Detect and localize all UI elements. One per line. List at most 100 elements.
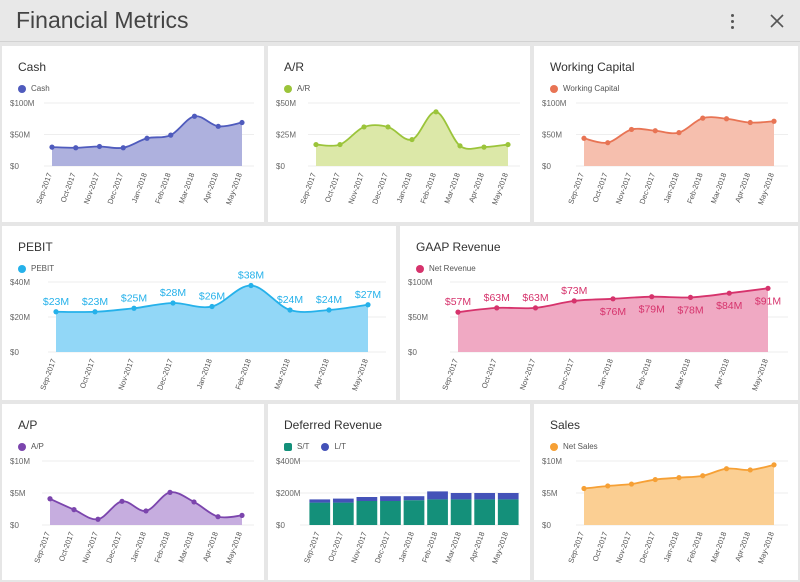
data-point[interactable]: [144, 135, 150, 141]
data-point[interactable]: [361, 124, 367, 130]
working-capital-panel[interactable]: Working Capital Working Capital $0 $50M $1…: [534, 46, 798, 222]
data-point[interactable]: [700, 473, 706, 479]
data-point[interactable]: [191, 499, 197, 505]
data-point[interactable]: [313, 141, 319, 148]
data-point[interactable]: [365, 302, 371, 308]
data-point[interactable]: [95, 516, 101, 522]
data-point[interactable]: [628, 481, 635, 487]
data-point[interactable]: [409, 136, 415, 143]
data-point[interactable]: [168, 132, 174, 138]
bar-lt[interactable]: [497, 493, 519, 500]
data-point[interactable]: [532, 305, 539, 311]
data-point[interactable]: [605, 140, 611, 146]
data-point[interactable]: [287, 307, 293, 313]
data-point[interactable]: [771, 462, 777, 468]
data-point[interactable]: [96, 143, 103, 150]
data-point[interactable]: [457, 143, 463, 149]
data-point[interactable]: [326, 307, 332, 313]
data-point[interactable]: [120, 145, 126, 151]
data-point[interactable]: [652, 128, 658, 134]
data-point[interactable]: [49, 144, 55, 150]
data-point[interactable]: [726, 290, 732, 296]
data-point[interactable]: [215, 123, 221, 129]
bar-st[interactable]: [332, 502, 354, 525]
bar-lt[interactable]: [332, 498, 354, 503]
data-point[interactable]: [494, 305, 500, 311]
x-tick-label: Mar-2018: [444, 531, 463, 564]
data-point[interactable]: [143, 508, 149, 514]
data-point[interactable]: [765, 285, 771, 291]
bar-st[interactable]: [497, 499, 519, 525]
data-point[interactable]: [723, 466, 730, 472]
x-tick-label: May-2018: [756, 531, 776, 565]
data-point[interactable]: [239, 119, 245, 126]
pebit-panel[interactable]: PEBIT PEBIT $0 $20M $40M $23M $23M $25M $28M $2…: [2, 226, 396, 400]
data-point[interactable]: [209, 303, 215, 310]
bar-st[interactable]: [450, 499, 472, 525]
close-button[interactable]: [766, 10, 788, 32]
data-point[interactable]: [505, 141, 511, 148]
data-point[interactable]: [771, 118, 777, 124]
data-point[interactable]: [131, 305, 137, 311]
data-point[interactable]: [652, 476, 658, 483]
data-point[interactable]: [191, 113, 198, 119]
data-point[interactable]: [167, 489, 173, 495]
data-point[interactable]: [571, 298, 577, 304]
data-point[interactable]: [433, 109, 439, 115]
gaap-chart: $0 $50M $100M $57M $63M $63M $73M $76M $79M $78M $…: [408, 278, 788, 392]
data-point[interactable]: [676, 475, 682, 481]
data-point[interactable]: [723, 116, 730, 122]
bar-lt[interactable]: [450, 493, 472, 500]
data-point[interactable]: [481, 144, 487, 150]
gaap-revenue-panel[interactable]: GAAP Revenue Net Revenue $0 $50M $100M $57M…: [400, 226, 798, 400]
data-point[interactable]: [248, 282, 254, 289]
data-point[interactable]: [215, 514, 221, 520]
data-point[interactable]: [700, 115, 706, 121]
data-point[interactable]: [239, 512, 245, 518]
data-point[interactable]: [687, 294, 694, 300]
x-tick-label: Jan-2018: [397, 531, 416, 563]
ap-panel[interactable]: A/P A/P $0 $5M $10M Sep-2017 Oct-2017 Nov-201…: [2, 404, 264, 580]
bar-st[interactable]: [427, 499, 448, 525]
data-point[interactable]: [385, 124, 391, 130]
data-point[interactable]: [649, 294, 655, 300]
deferred-revenue-panel[interactable]: Deferred Revenue S/T L/T $0 $200M $400M Sep…: [268, 404, 530, 580]
x-tick-label: Nov-2017: [614, 531, 634, 565]
legend-item: PEBIT: [18, 264, 54, 273]
bar-st[interactable]: [309, 502, 331, 525]
ar-panel[interactable]: A/R A/R $0 $25M $50M Sep-2017 Oct-2017 Nov-20…: [268, 46, 530, 222]
data-point[interactable]: [337, 141, 343, 148]
data-point[interactable]: [747, 119, 753, 126]
data-point[interactable]: [455, 309, 461, 315]
y-tick-label: $40M: [10, 278, 30, 287]
bar-st[interactable]: [356, 501, 378, 525]
bar-st[interactable]: [380, 501, 401, 525]
more-options-button[interactable]: [722, 9, 742, 33]
data-point[interactable]: [53, 309, 59, 315]
data-point[interactable]: [47, 496, 53, 502]
panel-title: Working Capital: [550, 60, 635, 74]
data-point[interactable]: [610, 296, 616, 302]
data-point[interactable]: [92, 309, 98, 315]
bar-lt[interactable]: [380, 496, 401, 501]
bar-lt[interactable]: [474, 493, 496, 500]
data-point[interactable]: [628, 126, 635, 133]
bar-lt[interactable]: [403, 496, 425, 501]
sales-panel[interactable]: Sales Net Sales $0 $5M $10M Sep-2017 Oct-201…: [534, 404, 798, 580]
bar-lt[interactable]: [427, 491, 448, 500]
data-point[interactable]: [73, 145, 79, 151]
data-point[interactable]: [747, 467, 753, 473]
x-tick-label: Nov-2017: [614, 172, 634, 206]
bar-st[interactable]: [474, 499, 496, 525]
data-point[interactable]: [605, 483, 611, 489]
data-point[interactable]: [170, 300, 176, 306]
data-point[interactable]: [581, 135, 587, 141]
data-point[interactable]: [71, 507, 77, 513]
bar-lt[interactable]: [356, 497, 378, 501]
data-point[interactable]: [581, 485, 587, 492]
bar-lt[interactable]: [309, 499, 331, 503]
data-point[interactable]: [676, 130, 682, 136]
bar-st[interactable]: [403, 500, 425, 525]
data-point[interactable]: [119, 498, 125, 504]
cash-panel[interactable]: Cash Cash $0 $50M $100M Sep-2017 Oct-2017 Nov…: [2, 46, 264, 222]
